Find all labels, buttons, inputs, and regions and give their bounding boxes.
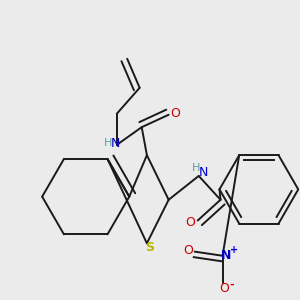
Text: N: N bbox=[220, 249, 231, 262]
Text: -: - bbox=[230, 280, 234, 290]
Text: N: N bbox=[199, 166, 208, 179]
Text: S: S bbox=[146, 241, 154, 254]
Text: O: O bbox=[219, 282, 229, 295]
Text: O: O bbox=[170, 107, 180, 120]
Text: H: H bbox=[104, 138, 112, 148]
Text: O: O bbox=[185, 216, 195, 229]
Text: O: O bbox=[183, 244, 193, 257]
Text: +: + bbox=[230, 245, 238, 255]
Text: H: H bbox=[191, 163, 200, 173]
Text: N: N bbox=[111, 137, 120, 150]
